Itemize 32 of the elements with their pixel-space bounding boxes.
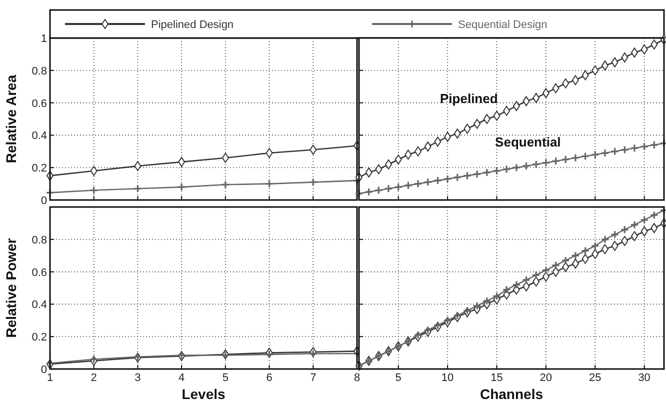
x-axis-title: Channels (480, 386, 544, 402)
x-tick-label: 7 (310, 372, 316, 384)
x-tick-label: 15 (490, 372, 503, 384)
y-tick-label: 1 (40, 33, 47, 45)
x-tick-label: 5 (222, 372, 228, 384)
x-tick-label: 3 (134, 372, 141, 384)
x-axis-title: Levels (182, 386, 226, 402)
x-tick-label: 20 (540, 372, 552, 384)
y-tick-label: 0.2 (32, 332, 47, 344)
annotation: Sequential (495, 134, 561, 150)
y-tick-label: 0.8 (32, 234, 47, 246)
x-tick-label: 25 (589, 372, 602, 384)
y-tick-label: 0.4 (32, 299, 47, 312)
x-tick-label: 4 (178, 372, 185, 384)
y-axis-title: Relative Power (3, 238, 19, 338)
text: Pipelined Design (151, 19, 234, 31)
x-tick-label: 8 (354, 372, 360, 384)
y-tick-label: 0.6 (32, 266, 47, 279)
x-tick-label: 6 (266, 372, 272, 384)
x-tick-label: 30 (638, 372, 650, 384)
y-tick-label: 0.6 (32, 98, 47, 110)
x-tick-label: 10 (441, 372, 454, 384)
y-tick-label: 0.8 (32, 65, 47, 78)
y-axis-title: Relative Area (3, 74, 19, 164)
y-tick-label: 0.4 (32, 130, 47, 142)
x-tick-label: 5 (395, 372, 402, 384)
text: Sequential Design (458, 19, 548, 31)
y-tick-label: 0 (40, 195, 47, 207)
annotation: Pipelined (440, 91, 498, 106)
y-tick-label: 0 (40, 364, 47, 376)
x-tick-label: 2 (90, 372, 97, 384)
y-tick-label: 0.2 (32, 162, 47, 175)
